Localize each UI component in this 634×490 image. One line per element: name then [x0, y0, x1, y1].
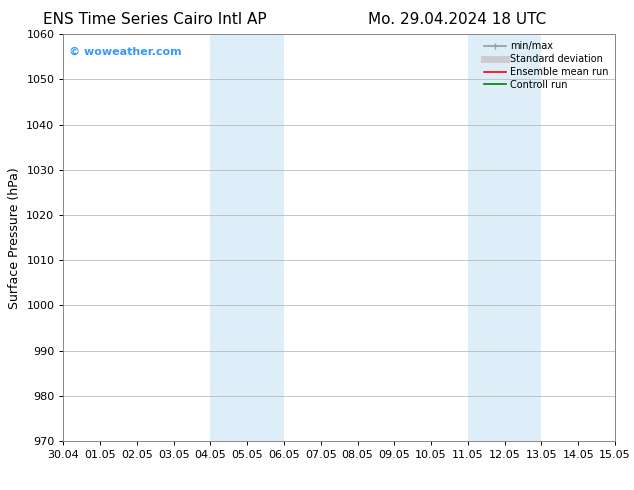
Bar	[210, 34, 247, 441]
Bar	[468, 34, 505, 441]
Bar	[505, 34, 541, 441]
Y-axis label: Surface Pressure (hPa): Surface Pressure (hPa)	[8, 167, 21, 309]
Legend: min/max, Standard deviation, Ensemble mean run, Controll run: min/max, Standard deviation, Ensemble me…	[482, 39, 610, 92]
Text: Mo. 29.04.2024 18 UTC: Mo. 29.04.2024 18 UTC	[368, 12, 546, 27]
Text: © woweather.com: © woweather.com	[69, 47, 181, 56]
Text: ENS Time Series Cairo Intl AP: ENS Time Series Cairo Intl AP	[42, 12, 266, 27]
Bar	[247, 34, 284, 441]
